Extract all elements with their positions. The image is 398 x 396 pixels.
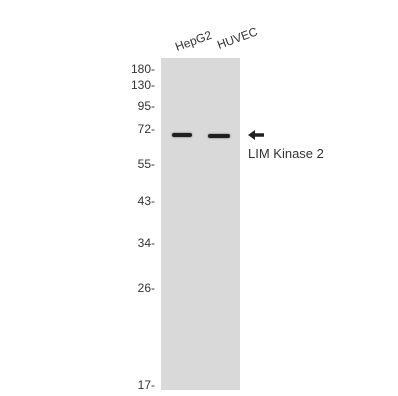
marker-180: 180- — [130, 62, 155, 76]
lane-label-hepg2: HepG2 — [173, 27, 214, 54]
marker-34: 34- — [137, 236, 155, 250]
band-hepg2 — [172, 133, 192, 137]
band-huvec — [208, 134, 230, 138]
marker-55: 55- — [137, 157, 155, 171]
marker-95: 95- — [137, 99, 155, 113]
target-label: LIM Kinase 2 — [248, 146, 324, 161]
marker-26: 26- — [137, 281, 155, 295]
lane-label-huvec: HUVEC — [215, 24, 260, 52]
marker-17: 17- — [137, 378, 155, 392]
marker-72: 72- — [137, 122, 155, 136]
left-arrow-icon — [248, 130, 264, 140]
blot-membrane — [161, 58, 240, 390]
marker-130: 130- — [130, 78, 155, 92]
marker-43: 43- — [137, 194, 155, 208]
